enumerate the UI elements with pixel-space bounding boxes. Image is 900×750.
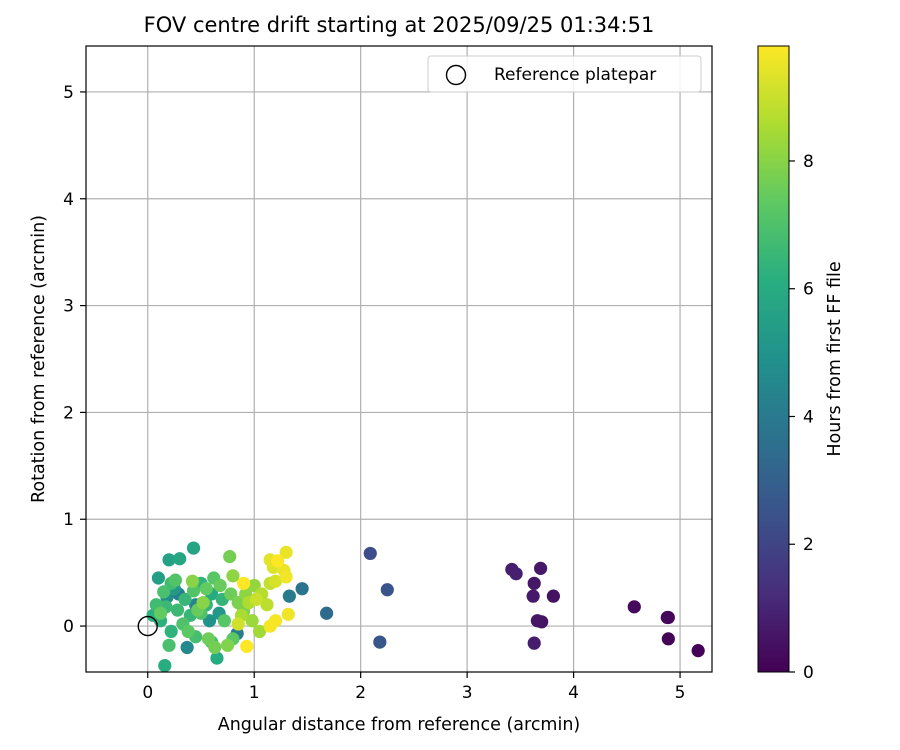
x-axis-ticks: 0 1 2 3 4 5	[142, 672, 685, 703]
scatter-point	[181, 624, 195, 639]
scatter-point	[509, 567, 523, 581]
scatter-point	[208, 640, 222, 655]
scatter-point	[220, 638, 235, 652]
scatter-point	[245, 614, 259, 628]
scatter-point	[180, 640, 194, 655]
x-tick-label: 3	[462, 683, 473, 703]
x-tick-label: 4	[568, 683, 579, 703]
colorbar-tick-label: 8	[803, 152, 814, 172]
y-tick-label: 0	[63, 617, 74, 637]
scatter-point	[252, 624, 267, 639]
scatter-point	[295, 582, 309, 596]
scatter-point	[247, 578, 261, 593]
plot-background	[86, 46, 712, 672]
colorbar-tick-label: 0	[803, 663, 814, 683]
scatter-point	[158, 658, 172, 672]
x-tick-label: 0	[142, 683, 153, 703]
scatter-point	[185, 574, 200, 588]
scatter-point	[691, 644, 705, 658]
scatter-point	[271, 554, 285, 568]
scatter-point	[268, 574, 283, 588]
scatter-point	[240, 639, 254, 653]
scatter-point	[533, 561, 548, 575]
scatter-point	[217, 614, 232, 628]
scatter-point	[170, 603, 185, 617]
x-tick-label: 1	[249, 683, 260, 703]
scatter-point	[526, 589, 540, 603]
colorbar: 0 2 4 6 8 Hours from first FF file	[757, 45, 845, 683]
scatter-point	[546, 589, 560, 603]
y-axis-ticks: 0 1 2 3 4 5	[63, 83, 86, 637]
scatter-point	[210, 651, 224, 665]
scatter-point	[162, 638, 176, 652]
scatter-point	[202, 614, 217, 628]
y-tick-label: 1	[63, 510, 74, 530]
x-axis-label: Angular distance from reference (arcmin)	[218, 715, 581, 735]
scatter-point	[279, 545, 293, 559]
scatter-point	[236, 576, 251, 590]
legend-marker	[445, 64, 467, 86]
scatter-point	[373, 635, 387, 649]
scatter-point	[173, 552, 187, 566]
scatter-point	[260, 598, 274, 612]
scatter-point	[279, 570, 293, 584]
colorbar-gradient	[757, 45, 790, 673]
scatter-point	[186, 541, 201, 555]
grid	[86, 46, 712, 672]
scatter-point	[281, 607, 295, 621]
scatter-point	[282, 589, 296, 603]
legend-box	[427, 55, 702, 93]
scatter-point	[380, 583, 394, 597]
y-axis-label: Rotation from reference (arcmin)	[29, 215, 49, 503]
scatter-point	[168, 573, 183, 587]
scatter-point	[186, 584, 201, 598]
y-tick-label: 2	[63, 403, 74, 423]
scatter-point	[164, 624, 178, 639]
y-tick-label: 3	[63, 297, 74, 317]
scatter-point	[199, 582, 213, 596]
scatter-point	[627, 600, 641, 614]
legend-label: Reference platepar	[494, 65, 656, 85]
reference-platepar-marker	[137, 615, 158, 637]
x-tick-label: 5	[675, 683, 686, 703]
scatter-point	[151, 571, 165, 585]
colorbar-tick-label: 2	[803, 535, 814, 555]
chart-title: FOV centre drift starting at 2025/09/25 …	[144, 13, 655, 37]
scatter-point	[213, 578, 227, 593]
y-tick-label: 4	[63, 190, 74, 210]
scatter-point	[224, 587, 238, 601]
scatter-point	[196, 595, 210, 610]
y-tick-label: 5	[63, 83, 74, 103]
scatter-point	[320, 606, 334, 620]
reference-marker-group	[137, 615, 158, 637]
scatter-point	[527, 636, 541, 650]
scatter-point	[226, 569, 240, 583]
x-tick-label: 2	[355, 683, 366, 703]
colorbar-ticks: 0 2 4 6 8	[789, 152, 814, 683]
scatter-point	[231, 617, 245, 631]
scatter-point	[223, 550, 237, 564]
scatter-point	[661, 632, 675, 646]
colorbar-label: Hours from first FF file	[825, 261, 845, 456]
colorbar-tick-label: 4	[803, 407, 814, 427]
scatter-point	[263, 619, 277, 633]
scatter-point	[178, 592, 192, 606]
plot-frame	[85, 45, 713, 673]
scatter-point	[162, 553, 176, 567]
scatter-point	[661, 610, 675, 625]
colorbar-tick-label: 6	[803, 280, 814, 300]
data-points	[146, 541, 705, 672]
scatter-point	[363, 546, 377, 561]
scatter-point	[153, 606, 168, 620]
scatter-point	[527, 576, 541, 590]
scatter-point	[530, 614, 545, 628]
scatter-point	[249, 592, 263, 606]
scatter-point	[157, 585, 171, 599]
legend: Reference platepar	[427, 55, 702, 93]
